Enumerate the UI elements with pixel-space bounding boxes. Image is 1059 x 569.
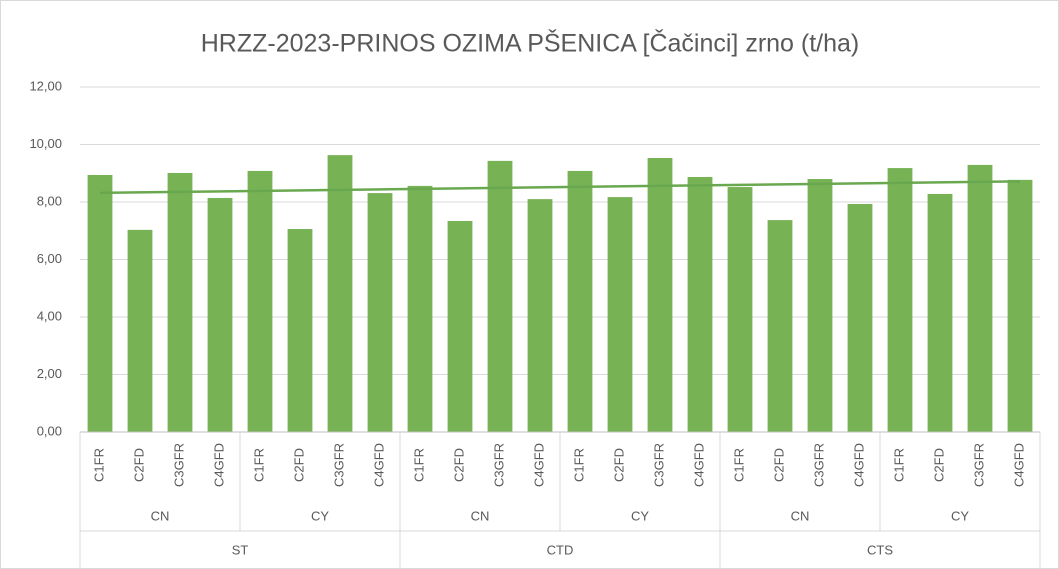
bar	[887, 168, 913, 432]
bar	[167, 172, 193, 432]
bar	[87, 174, 113, 432]
group-label: CY	[631, 508, 649, 523]
bar	[407, 185, 433, 432]
bar	[527, 199, 553, 432]
x-tick-label: C3GFR	[331, 443, 346, 487]
bar	[327, 155, 353, 432]
y-tick-label: 6,00	[37, 251, 62, 266]
x-tick-label: C2FD	[771, 448, 786, 482]
x-tick-label: C3GFR	[971, 443, 986, 487]
bar	[1007, 179, 1033, 432]
group-label: CTS	[867, 542, 893, 557]
x-tick-label: C3GFR	[651, 443, 666, 487]
x-tick-label: C1FR	[91, 448, 106, 482]
group-label: CN	[151, 508, 170, 523]
bar	[447, 220, 473, 432]
x-tick-label: C1FR	[251, 448, 266, 482]
x-tick-label: C1FR	[571, 448, 586, 482]
group-label: CN	[471, 508, 490, 523]
bar	[607, 197, 633, 432]
group-label: ST	[232, 542, 249, 557]
y-tick-label: 12,00	[29, 78, 62, 93]
bar	[687, 176, 713, 432]
y-tick-label: 0,00	[37, 423, 62, 438]
bar	[367, 193, 393, 432]
bar	[847, 204, 873, 432]
bar	[967, 164, 993, 432]
x-tick-label: C3GFR	[491, 443, 506, 487]
x-tick-label: C1FR	[731, 448, 746, 482]
trendline	[99, 180, 1021, 195]
x-tick-label: C2FD	[451, 448, 466, 482]
x-tick-label: C4GFD	[691, 443, 706, 487]
bar	[767, 220, 793, 432]
x-tick-label: C4GFD	[371, 443, 386, 487]
y-tick-label: 4,00	[37, 308, 62, 323]
group-label: CN	[791, 508, 810, 523]
bar	[207, 197, 233, 432]
x-tick-label: C3GFR	[171, 443, 186, 487]
bar	[287, 229, 313, 432]
bar	[927, 193, 953, 432]
bar	[807, 179, 833, 432]
x-tick-label: C4GFD	[1011, 443, 1026, 487]
x-tick-label: C2FD	[611, 448, 626, 482]
x-tick-label: C4GFD	[531, 443, 546, 487]
group-label: CY	[311, 508, 329, 523]
bar	[727, 187, 753, 432]
x-tick-label: C2FD	[931, 448, 946, 482]
bar	[567, 170, 593, 432]
x-tick-label: C3GFR	[811, 443, 826, 487]
bar	[127, 229, 153, 432]
x-tick-label: C4GFD	[211, 443, 226, 487]
x-tick-label: C2FD	[131, 448, 146, 482]
x-tick-label: C1FR	[411, 448, 426, 482]
y-tick-label: 2,00	[37, 366, 62, 381]
group-label: CTD	[547, 542, 574, 557]
x-tick-label: C2FD	[291, 448, 306, 482]
y-tick-label: 8,00	[37, 193, 62, 208]
bar	[647, 158, 673, 432]
group-label: CY	[951, 508, 969, 523]
x-tick-label: C1FR	[891, 448, 906, 482]
bar	[487, 160, 513, 432]
y-tick-label: 10,00	[29, 136, 62, 151]
chart-title: HRZZ-2023-PRINOS OZIMA PŠENICA [Čačinci]…	[201, 29, 860, 58]
x-tick-label: C4GFD	[851, 443, 866, 487]
bar	[247, 170, 273, 432]
